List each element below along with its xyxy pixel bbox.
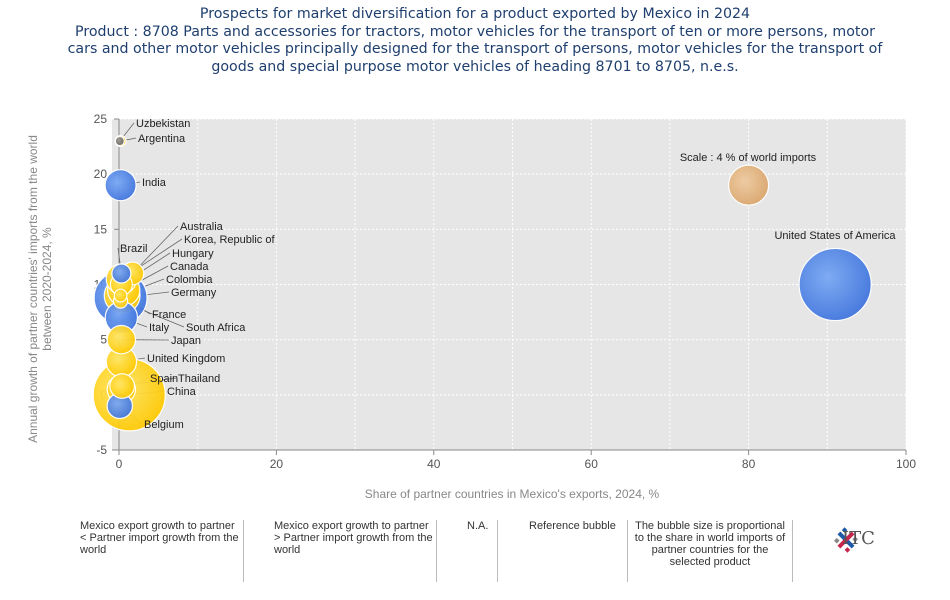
bubble-label: India [142, 177, 167, 189]
bubble-label: Korea, Republic of [184, 234, 275, 246]
legend-separator [792, 520, 793, 582]
title-line-2: Product : 8708 Parts and accessories for… [75, 23, 875, 40]
y-axis-label: Annual growth of partner countries' impo… [26, 135, 54, 443]
itc-logo-text: ITC [842, 528, 875, 549]
bubble-label: France [152, 309, 186, 321]
bubble-labels: United States of America China Germany Fran… [120, 118, 896, 431]
bubble-label: Uzbekistan [136, 118, 190, 130]
title-line-4: goods and special purpose motor vehicles… [211, 58, 739, 75]
x-axis-label: Share of partner countries in Mexico's e… [364, 487, 660, 501]
x-tick-label: 20 [270, 457, 284, 471]
bubble-united-states-of-america [798, 247, 872, 322]
reference-scale-label: Scale : 4 % of world imports [680, 152, 817, 164]
bubble-colombia [113, 288, 128, 303]
bubble-label: Japan [171, 335, 201, 347]
legend-yellow-label: Mexico export growth to partner < Partne… [80, 520, 239, 556]
legend-size-note: The bubble size is proportional to the s… [634, 520, 786, 568]
bubble-reference-bubble [727, 164, 770, 206]
bubble-label: Germany [171, 287, 217, 299]
y-tick-label: 20 [94, 167, 108, 181]
title-line-3: cars and other motor vehicles principall… [67, 41, 883, 57]
x-tick-label: 80 [742, 457, 756, 471]
bubble-label: Canada [170, 261, 209, 273]
bubble-brazil [111, 263, 132, 284]
y-tick-label: 5 [100, 333, 107, 347]
legend-separator [436, 520, 437, 582]
bubble-label: Brazil [120, 243, 148, 255]
bubble-label: Thailand [178, 373, 220, 385]
bubble-label: Hungary [172, 248, 214, 260]
bubble-label: Colombia [166, 274, 213, 286]
bubble-label: Australia [180, 221, 224, 233]
x-tick-label: 60 [585, 457, 599, 471]
bubble-label: South Africa [186, 322, 246, 334]
legend-reference-label: Reference bubble [529, 520, 616, 532]
bubble-label: United States of America [774, 230, 896, 242]
bubble-label: China [167, 386, 197, 398]
bubble-label: United Kingdom [147, 353, 225, 365]
legend-separator [627, 520, 628, 582]
chart-title: Prospects for market diversification for… [0, 6, 950, 76]
itc-logo-icon [833, 527, 859, 553]
y-tick-label: 15 [94, 222, 108, 236]
bubble-label: Spain [150, 373, 178, 385]
bubble-label: Italy [149, 322, 170, 334]
legend-separator [497, 520, 498, 582]
x-tick-label: 40 [427, 457, 441, 471]
bubble-japan [106, 324, 137, 355]
bubble-label: Argentina [138, 133, 186, 145]
bubble-india [104, 169, 137, 202]
legend-blue-label: Mexico export growth to partner > Partne… [274, 520, 433, 556]
bubble-uzbekistan [114, 135, 125, 147]
bubble-thailand [109, 373, 135, 399]
bubble-label: Belgium [144, 419, 184, 431]
legend-na-label: N.A. [467, 520, 489, 532]
y-tick-label: 25 [94, 112, 108, 126]
x-tick-label: 0 [116, 457, 123, 471]
bubbles [92, 134, 872, 432]
x-tick-label: 100 [896, 457, 916, 471]
legend-separator [243, 520, 244, 582]
title-line-1: Prospects for market diversification for… [199, 6, 751, 22]
y-tick-label: -5 [96, 443, 107, 457]
